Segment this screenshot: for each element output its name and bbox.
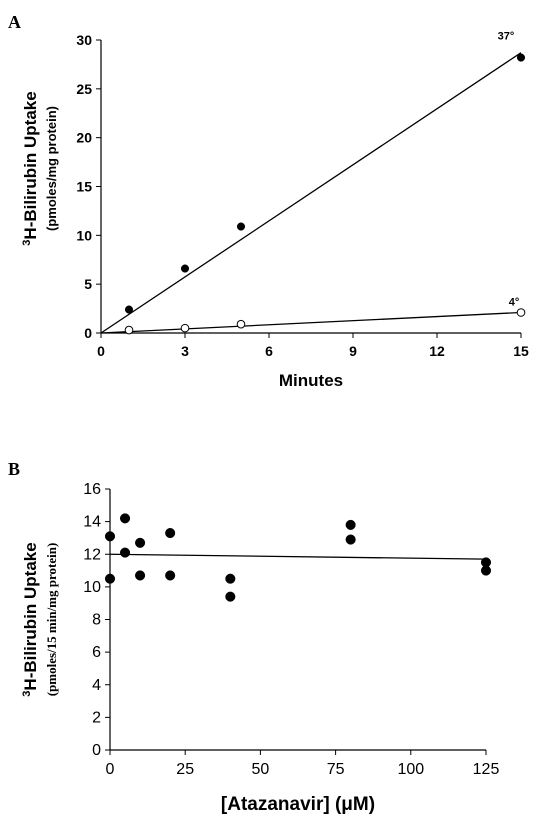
y-axis-title-main: H-Bilirubin Uptake: [21, 542, 40, 690]
data-point: [180, 264, 190, 273]
data-point: [225, 591, 236, 602]
x-tick-label: 6: [265, 343, 273, 359]
x-tick-label: 15: [513, 343, 529, 359]
data-point: [135, 537, 146, 548]
fit-line: [109, 553, 487, 560]
data-point: [135, 570, 146, 581]
y-tick-label: 12: [83, 546, 101, 563]
y-tick-label: 6: [92, 644, 101, 661]
y-tick-label: 2: [92, 709, 101, 726]
y-tick-label: 10: [83, 579, 101, 596]
y-tick-label: 15: [76, 179, 92, 195]
series-label-37: 37°: [498, 31, 515, 43]
chart-b: 0 25 50 75 100 125 0 2 4 6 8 10 12 14 16 [Atazanavir] (…: [21, 481, 499, 815]
y-axis-subtitle: (pmoles/15 min/mg protein): [44, 543, 59, 697]
x-tick-label: 50: [252, 761, 270, 778]
series-label-4: 4°: [509, 296, 520, 308]
data-point: [516, 53, 526, 62]
panel-a-label: A: [8, 12, 21, 32]
y-axis-subtitle: (pmoles/mg protein): [44, 106, 59, 231]
data-point: [165, 527, 176, 539]
x-axis-title: [Atazanavir] (μM): [221, 794, 375, 815]
data-point: [345, 534, 356, 545]
data-point: [119, 513, 131, 524]
y-axis-title-main: H-Bilirubin Uptake: [21, 91, 40, 239]
x-tick-label: 0: [97, 343, 105, 359]
y-axis-title-superscript: 3: [21, 240, 33, 246]
y-tick-label: 14: [83, 514, 101, 531]
panel-b-label: B: [8, 459, 20, 479]
y-tick-label: 0: [84, 325, 92, 341]
y-tick-label: 16: [83, 481, 101, 498]
chart-a: 0 3 6 9 12 15051015202530Minutes3H-Bilirubin …: [21, 31, 529, 390]
x-tick-label: 12: [429, 343, 445, 359]
data-point: [516, 308, 526, 317]
data-point: [119, 547, 131, 558]
y-axis-title: 3H-Bilirubin Uptake: [21, 91, 40, 245]
y-tick-label: 5: [84, 276, 92, 292]
y-tick-label: 30: [76, 32, 92, 48]
y-tick-label: 25: [76, 81, 92, 97]
data-point: [236, 222, 246, 231]
y-axis-title-superscript: 3: [21, 691, 33, 697]
x-tick-label: 25: [176, 761, 194, 778]
data-point: [104, 573, 116, 584]
data-point: [480, 565, 492, 576]
x-tick-label: 0: [106, 761, 115, 778]
x-tick-label: 3: [181, 343, 189, 359]
data-point: [124, 325, 134, 335]
x-axis-title: Minutes: [279, 371, 343, 390]
fit-line: [100, 52, 522, 334]
data-point: [225, 573, 236, 584]
data-point: [345, 519, 356, 530]
y-axis-title: 3H-Bilirubin Uptake: [21, 542, 40, 696]
y-tick-label: 0: [92, 742, 101, 759]
data-point: [165, 570, 176, 581]
data-point: [180, 323, 190, 333]
y-tick-label: 20: [76, 130, 92, 146]
data-point: [124, 305, 134, 314]
y-tick-label: 10: [76, 227, 92, 243]
x-tick-label: 100: [397, 761, 424, 778]
data-point: [104, 531, 116, 542]
y-tick-label: 8: [92, 612, 101, 629]
x-tick-label: 125: [473, 761, 500, 778]
x-tick-label: 9: [349, 343, 357, 359]
y-tick-label: 4: [92, 677, 101, 694]
data-point: [236, 319, 246, 329]
x-tick-label: 75: [327, 761, 345, 778]
fit-line: [100, 311, 522, 334]
